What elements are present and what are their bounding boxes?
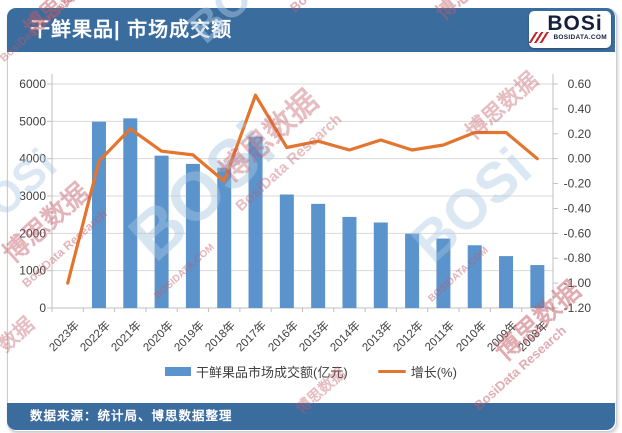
growth-line <box>66 93 539 285</box>
logo-domain: BOSIDATA.COM <box>553 34 607 41</box>
y-axis-tick-right: 0.20 <box>568 127 592 141</box>
chart-legend: 干鲜果品市场成交额(亿元) 增长(%) <box>0 362 622 381</box>
y-axis-tick-left: 3000 <box>19 189 46 203</box>
bar <box>530 265 545 308</box>
bar <box>123 118 138 308</box>
bar <box>436 238 451 308</box>
bar-series-swatch-icon <box>165 367 192 376</box>
bar <box>311 203 326 308</box>
bar <box>217 167 232 308</box>
y-axis-tick-right: -1.20 <box>564 301 592 315</box>
page-title: 干鲜果品| 市场成交额 <box>30 19 233 41</box>
y-axis-tick-right: -0.80 <box>564 251 592 265</box>
line-series-swatch-icon <box>377 369 406 374</box>
bar <box>342 216 357 308</box>
header-bar: 干鲜果品| 市场成交额 BOSi BOSIDATA.COM <box>7 8 615 52</box>
y-axis-tick-left: 5000 <box>19 114 46 128</box>
legend-item-line-series: 增长(%) <box>377 362 457 381</box>
bar <box>499 256 514 308</box>
footer-bar: 数据来源：统计局、博思数据整理 <box>7 403 615 430</box>
y-axis-tick-right: -0.60 <box>564 226 592 240</box>
bar <box>405 233 420 308</box>
y-axis-tick-right: -0.40 <box>564 201 592 215</box>
data-source-note: 数据来源：统计局、博思数据整理 <box>30 409 233 423</box>
legend-label-line-series: 增长(%) <box>410 365 457 380</box>
y-axis-tick-left: 2000 <box>19 226 46 240</box>
legend-item-bar-series: 干鲜果品市场成交额(亿元) <box>165 362 348 381</box>
y-axis-tick-right: -1.00 <box>564 276 592 290</box>
y-axis-tick-left: 1000 <box>19 264 46 278</box>
y-axis-tick-left: 4000 <box>19 152 46 166</box>
y-axis-tick-right: 0.60 <box>568 77 592 91</box>
logo-main: BOSi BOSIDATA.COM <box>543 12 607 42</box>
bar <box>373 222 388 308</box>
bar <box>248 136 263 308</box>
legend-label-bar-series: 干鲜果品市场成交额(亿元) <box>196 365 348 380</box>
bar <box>279 194 294 308</box>
bar <box>467 245 482 308</box>
y-axis-tick-right: 0.00 <box>568 152 592 166</box>
y-axis-tick-right: 0.40 <box>568 102 592 116</box>
logo-text: BOSi <box>547 12 603 35</box>
y-axis-tick-left: 0 <box>39 301 46 315</box>
bar <box>185 163 200 308</box>
bar <box>91 121 106 308</box>
bar <box>154 155 169 308</box>
y-axis-tick-right: -0.20 <box>564 177 592 191</box>
bosi-logo: BOSi BOSIDATA.COM <box>528 11 611 48</box>
y-axis-tick-left: 6000 <box>19 77 46 91</box>
